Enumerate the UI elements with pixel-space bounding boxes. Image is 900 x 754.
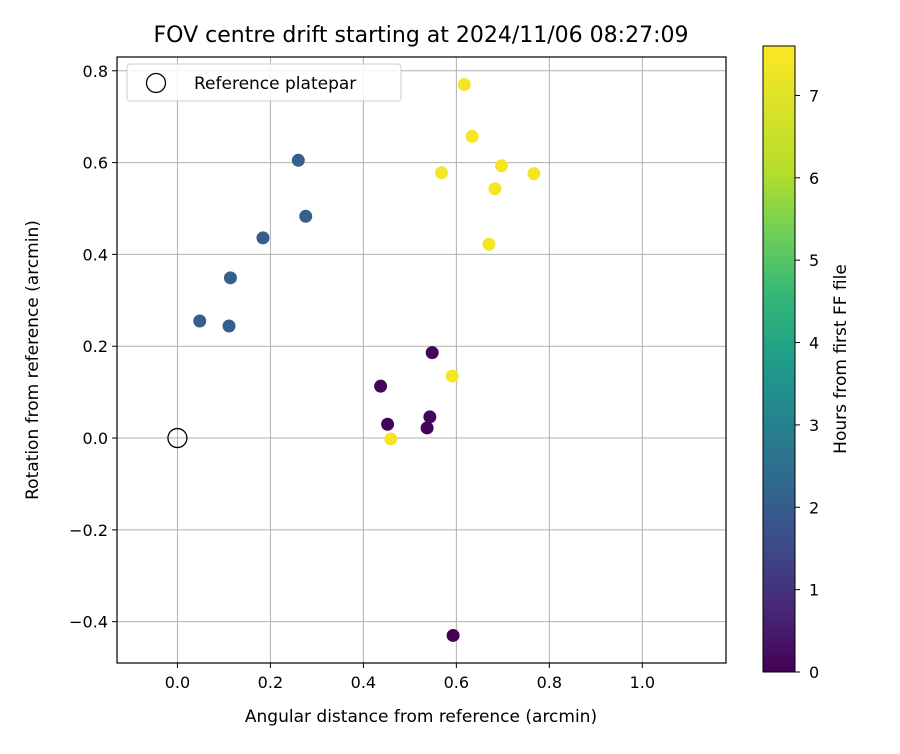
grid [117,57,726,663]
y-tick-label: −0.4 [69,613,108,632]
data-point [457,78,471,92]
axes-frame [116,56,727,664]
colorbar [762,45,796,673]
x-tick-label: 1.0 [630,673,655,692]
y-tick-label: 0.0 [83,429,108,448]
data-point [222,319,236,333]
colorbar-tick-label: 2 [809,498,819,517]
data-point [193,314,207,328]
data-point [434,166,448,180]
data-point [425,346,439,360]
reference-platepar-marker [167,427,188,449]
colorbar-tick-label: 7 [809,86,819,105]
legend: Reference platepar [126,63,402,102]
colorbar-tick-label: 0 [809,663,819,682]
x-tick-label: 0.2 [258,673,283,692]
colorbar-tick-label: 3 [809,416,819,435]
y-tick-label: 0.8 [83,62,108,81]
data-point [256,231,270,245]
legend-entry-label: Reference platepar [194,74,356,94]
data-point [291,153,305,167]
x-tick-label: 0.6 [444,673,469,692]
x-ticks: 0.0 0.2 0.4 0.6 0.8 1.0 [165,663,655,692]
data-point [527,167,541,181]
data-point [446,628,460,642]
x-tick-label: 0.4 [351,673,376,692]
colorbar-tick-label: 1 [809,581,819,600]
data-point [299,209,313,223]
reference-layer [167,427,188,449]
colorbar-tick-label: 5 [809,251,819,270]
x-tick-label: 0.8 [537,673,562,692]
data-point [384,432,398,446]
chart-title: FOV centre drift starting at 2024/11/06 … [154,23,689,48]
x-tick-label: 0.0 [165,673,190,692]
colorbar-tick-label: 6 [809,169,819,188]
y-tick-label: 0.4 [83,245,108,264]
data-point [423,410,437,424]
y-tick-label: 0.6 [83,154,108,173]
data-points [193,78,541,642]
colorbar-label: Hours from first FF file [831,264,851,454]
colorbar-ticks: 0 1 2 3 4 5 6 7 [795,86,819,682]
legend-box [126,63,402,102]
data-point [482,237,496,251]
legend-marker [145,72,167,94]
data-point [494,159,508,173]
x-axis-label: Angular distance from reference (arcmin) [245,707,597,727]
y-tick-label: 0.2 [83,337,108,356]
y-ticks: −0.4 −0.2 0.0 0.2 0.4 0.6 0.8 [69,62,117,632]
data-point [420,421,434,435]
data-point [488,182,502,196]
data-point [374,379,388,393]
data-point [445,369,459,383]
colorbar-tick-label: 4 [809,334,819,353]
data-point [223,271,237,285]
data-point [465,129,479,143]
y-tick-label: −0.2 [69,521,108,540]
y-axis-label: Rotation from reference (arcmin) [23,220,43,500]
data-point [381,417,395,431]
